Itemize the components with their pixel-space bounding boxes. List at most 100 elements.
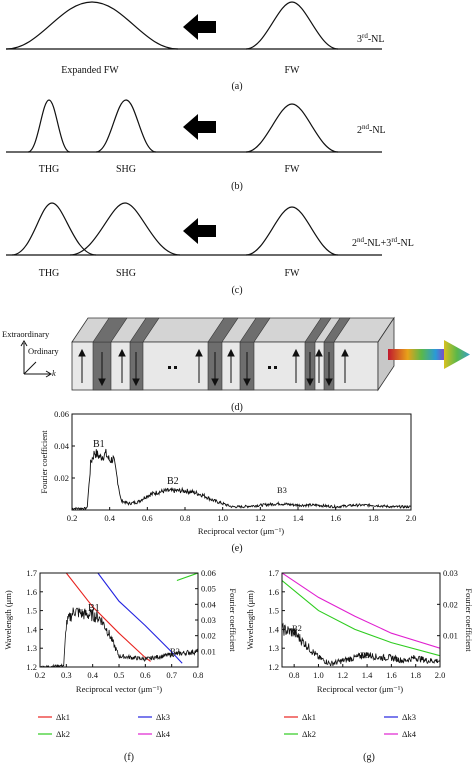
caption-g: (g) <box>363 752 375 763</box>
label-shg-b: SHG <box>116 164 136 175</box>
panel-d: Extraordinary Ordinary k <box>2 316 470 413</box>
y-tick-label-e: 0.04 <box>54 441 70 451</box>
y-tick-label-e: 0.06 <box>54 409 69 419</box>
annotation-b3-g: B3 <box>360 650 370 660</box>
left-arrow-icon <box>183 218 216 244</box>
left-arrow-icon <box>183 114 216 140</box>
x-tick-label-e: 0.8 <box>180 513 191 523</box>
axis-k-label: k <box>52 368 56 378</box>
phase-mismatch-curve-dk4 <box>282 573 440 649</box>
x-tick-label-e: 1.4 <box>293 513 304 523</box>
x-tick-label-e: 0.6 <box>142 513 153 523</box>
x-tick-label: 1.4 <box>362 670 373 680</box>
caption-d: (d) <box>231 402 243 413</box>
y-tick-label-left: 1.6 <box>26 587 37 597</box>
legend-dk1-f: Δk1 <box>56 712 70 722</box>
panel-a: Expanded FW FW 3rd-NL (a) <box>5 1 385 92</box>
y-tick-label-left: 1.5 <box>268 606 279 616</box>
panel-b: THG SHG FW 2nd-NL (b) <box>6 99 386 192</box>
ordinary-axis-arrow <box>23 361 37 375</box>
legend-dk1-g: Δk1 <box>302 712 316 722</box>
y-tick-label-left: 1.5 <box>26 606 37 616</box>
plot-frame-e <box>71 413 412 511</box>
label-fw-a: FW <box>285 65 301 76</box>
ylabel-e: Fourier coefficient <box>39 430 49 494</box>
ylabel-right-f: Fourier coefficient <box>228 588 238 652</box>
expanded-fw-peak <box>5 1 179 50</box>
y-tick-label-right: 0.02 <box>443 599 458 609</box>
legend-dk2-f: Δk2 <box>56 729 70 739</box>
label-2nd-3rd-nl: 2nd-NL+3rd-NL <box>352 236 414 249</box>
legend-f: Δk1 Δk3 Δk2 Δk4 <box>38 712 171 739</box>
caption-a: (a) <box>231 81 242 92</box>
f-curves <box>40 573 198 667</box>
label-fw-c: FW <box>285 268 301 279</box>
g-curves <box>282 573 440 667</box>
x-tick-label: 0.7 <box>166 670 177 680</box>
legend-dk3-f: Δk3 <box>156 712 170 722</box>
y-tick-label-left: 1.7 <box>268 568 279 578</box>
annotation-b2-f: B2 <box>170 646 180 656</box>
x-tick-label: 0.3 <box>61 670 72 680</box>
ylabel-left-g: Wavelength (μm) <box>245 590 255 650</box>
xlabel-f: Reciprocal vector (μm⁻¹) <box>76 684 162 694</box>
g-axis-ticks: 0.8 1.0 1.2 1.4 1.6 1.8 2.0 1.7 1.6 1.5 1.4 1.3 1.2 0… <box>268 568 458 680</box>
y-tick-label-left: 1.3 <box>268 643 279 653</box>
thg-peak-c <box>11 202 97 256</box>
plot-area <box>40 573 198 667</box>
panel-f: 0.2 0.3 0.4 0.5 0.6 0.7 0.8 1.7 1.6 1.5 1.4 1.3 1.2 0… <box>3 568 238 763</box>
domain-arrows <box>78 348 349 387</box>
legend-dk4-g: Δk4 <box>402 729 417 739</box>
y-tick-label-left: 1.4 <box>268 624 279 634</box>
fw-peak-a <box>245 1 339 50</box>
axis-ordinary-label: Ordinary <box>28 346 59 356</box>
y-tick-label-right: 0.01 <box>201 646 216 656</box>
label-shg-c: SHG <box>116 268 136 279</box>
x-tick-label: 0.4 <box>87 670 98 680</box>
y-tick-label-right: 0.05 <box>201 584 216 594</box>
x-tick-label: 0.8 <box>193 670 204 680</box>
annotation-b2-e: B2 <box>167 476 179 487</box>
ylabel-right-g: Fourier coefficient <box>464 588 474 652</box>
panel-e: 0.2 0.4 0.6 0.8 1.0 1.2 1.4 1.6 1.8 2.0 0.06 0.04 0.… <box>39 409 416 554</box>
plot-area <box>282 573 440 667</box>
y-tick-label-right: 0.06 <box>201 568 216 578</box>
caption-f: (f) <box>124 752 134 763</box>
caption-e: (e) <box>231 543 242 554</box>
annotation-b2-g: B2 <box>292 623 302 633</box>
arrowhead-icon <box>20 340 28 347</box>
x-tick-label-e: 0.4 <box>104 513 115 523</box>
x-tick-label-e: 2.0 <box>406 513 417 523</box>
annotation-b1-e: B1 <box>93 439 105 450</box>
x-tick-label: 1.0 <box>313 670 324 680</box>
y-tick-label-left: 1.2 <box>26 662 37 672</box>
y-tick-label-left: 1.7 <box>26 568 37 578</box>
panel-g: 0.8 1.0 1.2 1.4 1.6 1.8 2.0 1.7 1.6 1.5 1.4 1.3 1.2 0… <box>245 568 474 763</box>
annotation-b1-f: B1 <box>88 603 100 614</box>
x-tick-label: 2.0 <box>435 670 446 680</box>
fourier-curve <box>40 607 198 667</box>
legend-dk2-g: Δk2 <box>302 729 316 739</box>
label-fw-b: FW <box>285 164 301 175</box>
thg-peak-b <box>27 99 71 153</box>
y-tick-label-e: 0.02 <box>54 473 69 483</box>
crystal-side-face <box>377 316 395 392</box>
left-arrow-icon <box>183 14 216 40</box>
y-tick-label-right: 0.03 <box>201 615 216 625</box>
x-tick-label: 0.5 <box>114 670 125 680</box>
fourier-curve <box>282 622 440 667</box>
label-thg-c: THG <box>39 268 60 279</box>
ellipsis-dots <box>168 366 277 369</box>
f-axis-ticks: 0.2 0.3 0.4 0.5 0.6 0.7 0.8 1.7 1.6 1.5 1.4 1.3 1.2 0… <box>26 568 216 680</box>
label-thg-b: THG <box>39 164 60 175</box>
x-tick-label: 1.6 <box>386 670 397 680</box>
phase-mismatch-curve-dk2 <box>282 580 440 657</box>
output-arrowhead-icon <box>444 340 470 369</box>
y-tick-label-right: 0.02 <box>201 631 216 641</box>
e-axis-ticks: 0.2 0.4 0.6 0.8 1.0 1.2 1.4 1.6 1.8 2.0 0.06 0.04 0.… <box>54 409 416 523</box>
shg-peak-c <box>69 202 181 256</box>
output-beam <box>388 349 444 360</box>
panel-c: THG SHG FW 2nd-NL+3rd-NL (c) <box>6 202 414 296</box>
label-2nd-nl: 2nd-NL <box>357 123 386 136</box>
